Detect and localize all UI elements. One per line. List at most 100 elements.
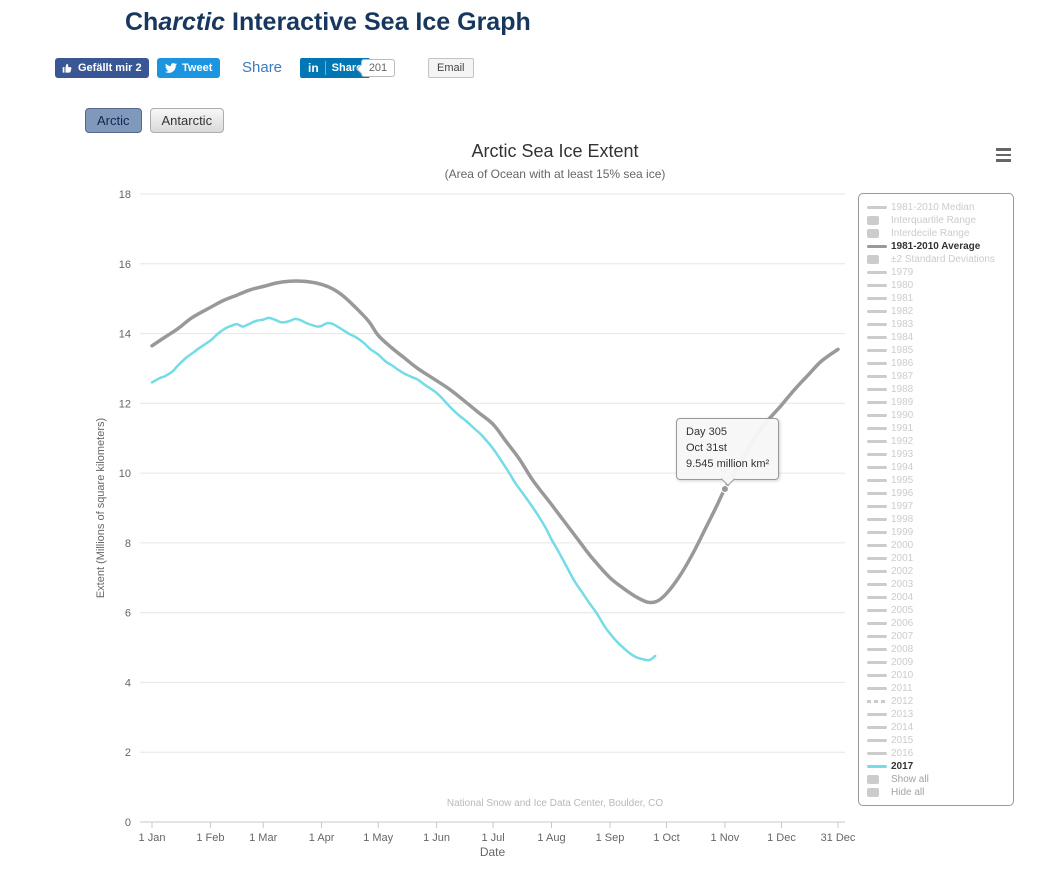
legend-item-2000[interactable]: 2000 — [867, 539, 1005, 552]
hover-point-marker — [720, 485, 729, 493]
x-tick-label: 1 Mar — [249, 832, 277, 844]
y-tick-label: 10 — [119, 468, 131, 480]
legend-item-1995[interactable]: 1995 — [867, 474, 1005, 487]
legend-item-1996[interactable]: 1996 — [867, 487, 1005, 500]
legend-item-2013[interactable]: 2013 — [867, 708, 1005, 721]
legend-item-1997[interactable]: 1997 — [867, 500, 1005, 513]
legend-item-2012[interactable]: 2012 — [867, 695, 1005, 708]
legend-line-icon — [867, 765, 891, 768]
legend-item-1979[interactable]: 1979 — [867, 266, 1005, 279]
legend-label: Interdecile Range — [891, 228, 970, 239]
legend-line-icon — [867, 375, 891, 378]
legend-item-2002[interactable]: 2002 — [867, 565, 1005, 578]
legend-line-icon — [867, 492, 891, 495]
legend-label: 2014 — [891, 722, 914, 733]
legend-item-1991[interactable]: 1991 — [867, 422, 1005, 435]
legend-item-1984[interactable]: 1984 — [867, 331, 1005, 344]
share-link[interactable]: Share — [242, 59, 283, 76]
x-axis-title: Date — [479, 845, 506, 859]
legend-line-icon — [867, 570, 891, 573]
legend-item-1992[interactable]: 1992 — [867, 435, 1005, 448]
legend-item-1998[interactable]: 1998 — [867, 513, 1005, 526]
tab-arctic[interactable]: Arctic — [85, 108, 142, 133]
legend-label: Show all — [891, 774, 929, 785]
x-tick-label: 1 Feb — [196, 832, 224, 844]
legend-line-icon — [867, 544, 891, 547]
legend-item-1987[interactable]: 1987 — [867, 370, 1005, 383]
legend-line-icon — [867, 284, 891, 287]
legend-line-icon — [867, 271, 891, 274]
legend-item-1993[interactable]: 1993 — [867, 448, 1005, 461]
legend-line-icon — [867, 596, 891, 599]
legend-line-icon — [867, 388, 891, 391]
legend-item-1994[interactable]: 1994 — [867, 461, 1005, 474]
legend-item-interquartile-range[interactable]: Interquartile Range — [867, 214, 1005, 227]
x-tick-label: 1 Aug — [537, 832, 565, 844]
legend-item-1989[interactable]: 1989 — [867, 396, 1005, 409]
legend-item-1988[interactable]: 1988 — [867, 383, 1005, 396]
legend-item-2017[interactable]: 2017 — [867, 760, 1005, 773]
legend-item-2004[interactable]: 2004 — [867, 591, 1005, 604]
legend-dashline-icon — [867, 700, 891, 703]
legend-item-hide-all[interactable]: Hide all — [867, 786, 1005, 799]
thumbs-up-icon — [62, 63, 72, 73]
legend-item-1983[interactable]: 1983 — [867, 318, 1005, 331]
legend-item-2011[interactable]: 2011 — [867, 682, 1005, 695]
facebook-like-button[interactable]: Gefällt mir 2 — [55, 58, 149, 78]
legend-line-icon — [867, 245, 891, 248]
legend-item-2003[interactable]: 2003 — [867, 578, 1005, 591]
legend-item-2016[interactable]: 2016 — [867, 747, 1005, 760]
legend-label: 1982 — [891, 306, 914, 317]
tab-antarctic[interactable]: Antarctic — [149, 108, 225, 133]
legend-item-2014[interactable]: 2014 — [867, 721, 1005, 734]
legend-item-2005[interactable]: 2005 — [867, 604, 1005, 617]
legend-item-1981[interactable]: 1981 — [867, 292, 1005, 305]
legend-item-2009[interactable]: 2009 — [867, 656, 1005, 669]
legend-item--2-standard-deviations[interactable]: ±2 Standard Deviations — [867, 253, 1005, 266]
page-title-pre: Ch — [125, 8, 159, 36]
legend-label: Hide all — [891, 787, 925, 798]
x-tick-label: 1 May — [363, 832, 393, 844]
legend-line-icon — [867, 466, 891, 469]
legend-item-2015[interactable]: 2015 — [867, 734, 1005, 747]
series-line-1981-2010-average[interactable] — [150, 279, 840, 605]
legend-item-1985[interactable]: 1985 — [867, 344, 1005, 357]
legend-item-2001[interactable]: 2001 — [867, 552, 1005, 565]
legend-item-1990[interactable]: 1990 — [867, 409, 1005, 422]
credits-link[interactable]: National Snow and Ice Data Center, Bould… — [446, 798, 664, 809]
chart-menu-button[interactable] — [991, 145, 1015, 165]
linkedin-share-button[interactable]: in Share — [300, 58, 371, 78]
chart-subtitle: (Area of Ocean with at least 15% sea ice… — [444, 167, 666, 181]
legend-item-2008[interactable]: 2008 — [867, 643, 1005, 656]
twitter-icon — [165, 63, 177, 73]
email-button[interactable]: Email — [428, 58, 474, 78]
legend-label: 2006 — [891, 618, 914, 629]
series-line-2017[interactable] — [150, 316, 657, 662]
legend-label: 1994 — [891, 462, 914, 473]
legend-label: 1980 — [891, 280, 914, 291]
hamburger-icon — [995, 148, 1011, 162]
legend-item-show-all[interactable]: Show all — [867, 773, 1005, 786]
legend-item-1986[interactable]: 1986 — [867, 357, 1005, 370]
legend-item-1980[interactable]: 1980 — [867, 279, 1005, 292]
legend-line-icon — [867, 362, 891, 365]
legend-item-1982[interactable]: 1982 — [867, 305, 1005, 318]
tooltip-date: Oct 31st — [686, 441, 727, 454]
legend-item-2007[interactable]: 2007 — [867, 630, 1005, 643]
legend-item-1981-2010-average[interactable]: 1981-2010 Average — [867, 240, 1005, 253]
tweet-button[interactable]: Tweet — [157, 58, 221, 78]
legend-item-1981-2010-median[interactable]: 1981-2010 Median — [867, 201, 1005, 214]
legend-label: 2013 — [891, 709, 914, 720]
legend-item-interdecile-range[interactable]: Interdecile Range — [867, 227, 1005, 240]
legend-label: ±2 Standard Deviations — [891, 254, 995, 265]
legend-item-2006[interactable]: 2006 — [867, 617, 1005, 630]
legend-item-2010[interactable]: 2010 — [867, 669, 1005, 682]
facebook-like-label: Gefällt mir 2 — [78, 62, 142, 74]
legend-label: 1981-2010 Median — [891, 202, 975, 213]
x-tick-label: 1 Jan — [139, 832, 166, 844]
legend-label: 1983 — [891, 319, 914, 330]
legend-line-icon — [867, 349, 891, 352]
legend-label: 1985 — [891, 345, 914, 356]
legend-item-1999[interactable]: 1999 — [867, 526, 1005, 539]
